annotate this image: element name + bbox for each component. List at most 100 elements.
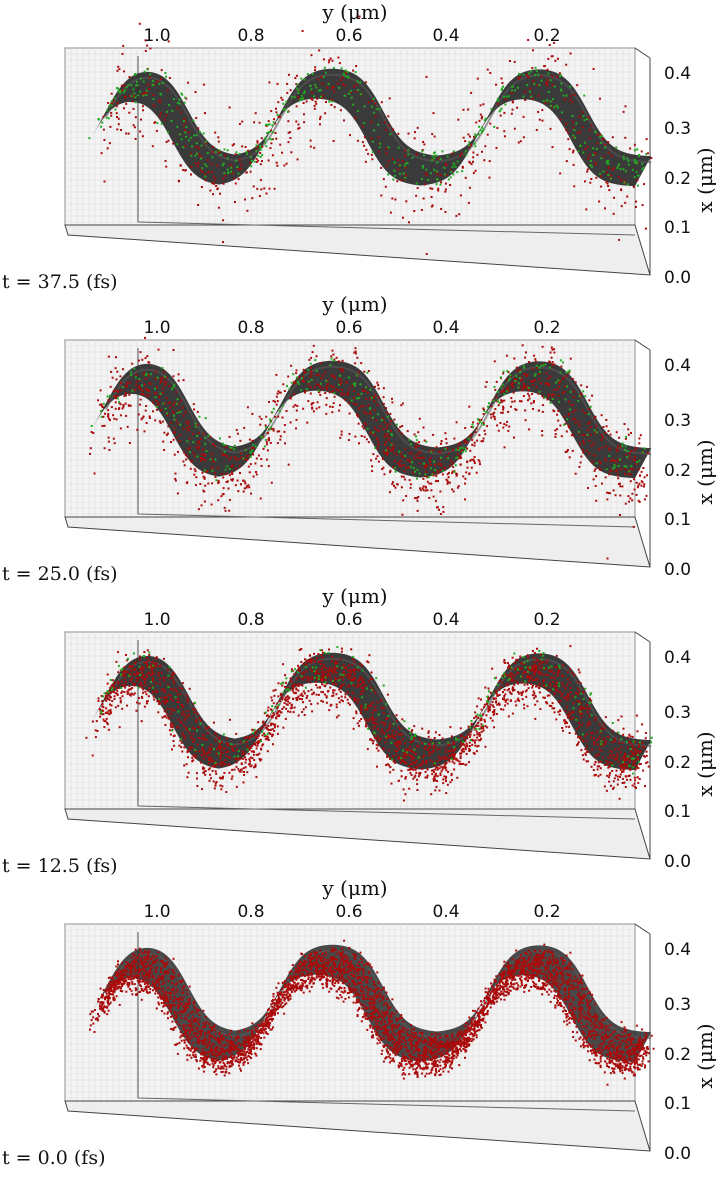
green-particle <box>499 109 502 112</box>
red-particle <box>369 703 372 706</box>
red-particle <box>416 766 419 769</box>
red-particle <box>598 467 601 470</box>
red-particle <box>241 753 244 756</box>
red-particle <box>268 731 271 734</box>
red-particle <box>331 59 334 62</box>
red-particle <box>408 787 411 790</box>
red-particle <box>128 381 131 384</box>
red-particle <box>436 472 439 475</box>
red-particle <box>355 90 358 93</box>
red-particle <box>194 754 197 757</box>
red-particle <box>153 121 156 124</box>
red-particle <box>429 759 432 762</box>
red-particle <box>621 485 624 488</box>
green-particle <box>483 410 486 412</box>
red-particle <box>389 771 392 774</box>
red-particle <box>285 703 288 706</box>
green-particle <box>480 422 483 425</box>
red-particle <box>283 390 286 392</box>
red-particle <box>108 698 111 701</box>
red-particle <box>338 409 341 412</box>
red-particle <box>242 490 245 493</box>
green-particle <box>149 373 152 376</box>
red-particle <box>202 771 205 774</box>
red-particle <box>138 379 141 382</box>
red-particle <box>568 732 571 734</box>
red-particle <box>119 427 122 430</box>
red-particle <box>398 741 401 744</box>
red-particle <box>353 351 356 354</box>
red-particle <box>148 687 151 689</box>
red-particle <box>123 678 126 681</box>
red-particle <box>588 714 591 717</box>
green-particle <box>296 87 299 90</box>
red-particle <box>550 346 553 349</box>
red-particle <box>290 680 293 683</box>
red-particle <box>606 182 609 185</box>
red-particle <box>212 193 214 196</box>
red-particle <box>197 161 200 164</box>
red-particle <box>480 698 482 701</box>
red-particle <box>177 697 179 700</box>
red-particle <box>619 775 621 778</box>
red-particle <box>546 81 549 84</box>
green-particle <box>506 370 509 373</box>
green-particle <box>195 142 198 145</box>
red-particle <box>416 456 419 459</box>
red-particle <box>109 385 112 388</box>
green-particle <box>196 434 199 437</box>
red-particle <box>440 770 443 773</box>
red-particle <box>582 439 585 442</box>
red-particle <box>244 198 246 201</box>
red-particle <box>125 414 128 417</box>
red-particle <box>568 725 570 728</box>
green-particle <box>626 450 629 453</box>
red-particle <box>427 743 430 746</box>
red-particle <box>527 687 530 690</box>
red-particle <box>433 777 436 780</box>
red-particle <box>444 777 447 780</box>
red-particle <box>264 723 267 726</box>
red-particle <box>614 737 617 740</box>
red-particle <box>328 391 331 394</box>
red-particle <box>293 691 296 694</box>
green-particle <box>559 359 562 362</box>
red-particle <box>222 182 225 185</box>
red-particle <box>635 447 637 449</box>
red-particle <box>545 661 548 664</box>
red-particle <box>609 772 611 775</box>
red-particle <box>187 421 190 423</box>
red-particle <box>370 671 373 674</box>
green-particle <box>542 100 545 103</box>
red-particle <box>640 470 643 473</box>
red-particle <box>436 506 438 509</box>
red-particle <box>121 695 124 698</box>
red-particle <box>307 383 310 386</box>
red-particle <box>557 710 560 713</box>
red-particle <box>396 741 399 744</box>
green-particle <box>303 92 305 94</box>
red-particle <box>522 115 525 118</box>
red-particle <box>507 662 509 665</box>
red-particle <box>527 656 530 659</box>
red-particle <box>389 766 392 769</box>
red-particle <box>444 190 447 193</box>
red-particle <box>608 774 611 777</box>
red-particle <box>392 755 394 758</box>
green-particle <box>182 146 185 149</box>
red-particle <box>586 145 589 148</box>
red-particle <box>302 708 305 711</box>
red-particle <box>186 710 189 713</box>
red-particle <box>203 500 206 503</box>
red-particle <box>484 433 487 436</box>
red-particle <box>524 90 527 93</box>
red-particle <box>335 703 338 706</box>
red-particle <box>185 763 188 766</box>
red-particle <box>346 381 349 384</box>
red-particle <box>312 401 315 404</box>
red-particle <box>572 149 575 152</box>
red-particle <box>621 771 623 773</box>
red-particle <box>626 778 628 781</box>
red-particle <box>467 201 470 204</box>
red-particle <box>166 699 169 702</box>
